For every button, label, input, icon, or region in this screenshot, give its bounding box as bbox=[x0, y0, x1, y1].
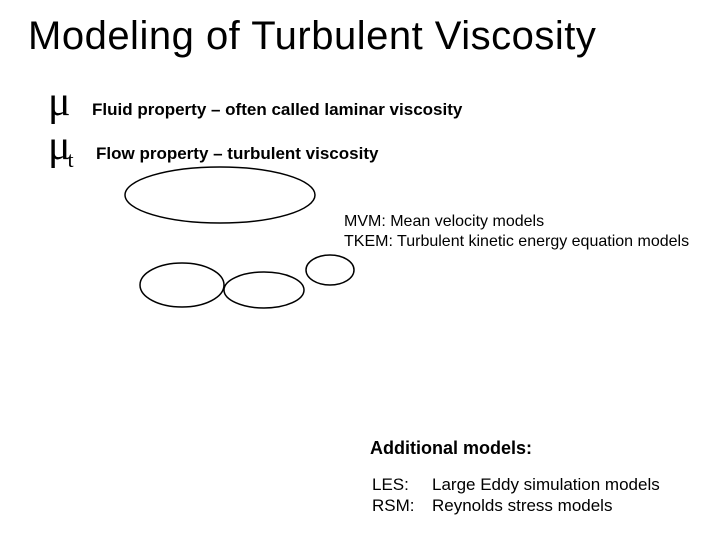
les-label: LES: bbox=[372, 474, 432, 495]
tkem-line: TKEM: Turbulent kinetic energy equation … bbox=[344, 232, 689, 252]
additional-models-title: Additional models: bbox=[370, 438, 532, 459]
eddy-ellipses-diagram bbox=[0, 0, 720, 540]
les-text: Large Eddy simulation models bbox=[432, 474, 660, 495]
additional-row-les: LES: Large Eddy simulation models bbox=[372, 474, 660, 495]
mvm-line: MVM: Mean velocity models bbox=[344, 212, 689, 232]
rsm-text: Reynolds stress models bbox=[432, 495, 612, 516]
mvm-tkem-block: MVM: Mean velocity models TKEM: Turbulen… bbox=[344, 212, 689, 252]
additional-models-block: LES: Large Eddy simulation models RSM: R… bbox=[372, 474, 660, 517]
rsm-label: RSM: bbox=[372, 495, 432, 516]
additional-row-rsm: RSM: Reynolds stress models bbox=[372, 495, 660, 516]
